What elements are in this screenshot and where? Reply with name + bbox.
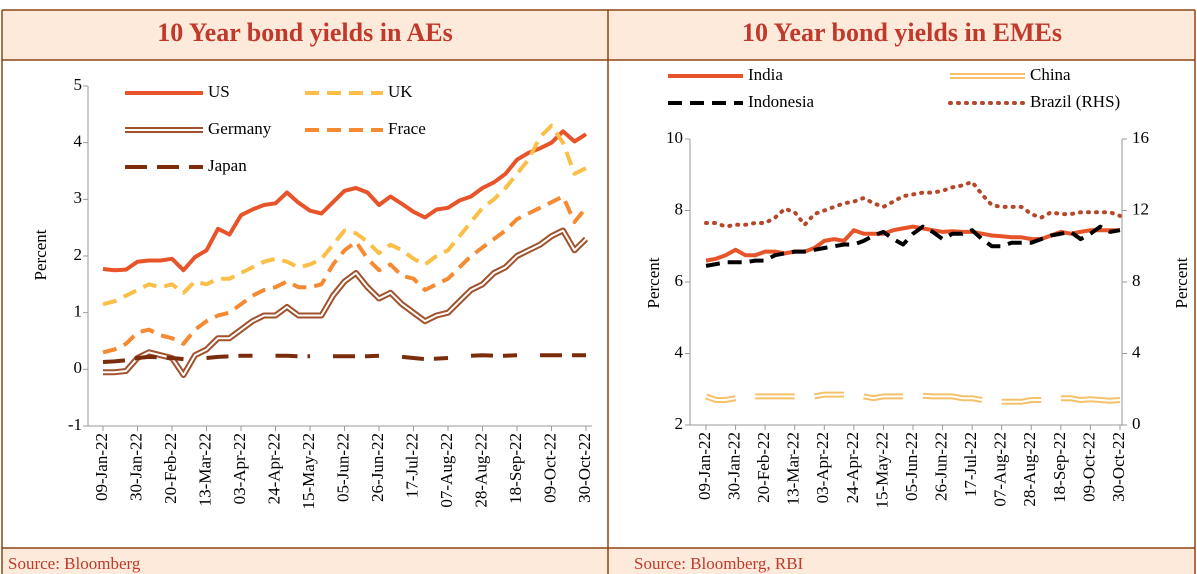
legend-label: Japan — [208, 156, 247, 175]
x-tick-label: 13-Mar-22 — [195, 433, 214, 506]
y-tick-label: 2 — [675, 414, 684, 433]
series-line — [102, 129, 588, 273]
y-tick-label: 5 — [74, 75, 83, 94]
legend-label: India — [748, 65, 783, 84]
y-tick-label: 2 — [74, 245, 83, 264]
header-band — [2, 10, 1195, 60]
legend-label: China — [1030, 65, 1071, 84]
y-tick-label: 10 — [666, 128, 683, 147]
legend-label: Brazil (RHS) — [1030, 92, 1120, 111]
legend-label: US — [208, 82, 230, 101]
y-tick-label: 8 — [675, 199, 684, 218]
x-tick-label: 30-Jan-22 — [126, 433, 145, 501]
x-tick-label: 28-Aug-22 — [471, 433, 490, 508]
y-tick-label: -1 — [68, 415, 82, 434]
y-axis-label: Percent — [31, 229, 50, 280]
y-tick-label: 4 — [74, 132, 83, 151]
x-tick-label: 07-Aug-22 — [991, 432, 1010, 507]
y-tick-label: 3 — [74, 188, 83, 207]
y2-axis-label: Percent — [1172, 257, 1191, 308]
y2-tick-label: 4 — [1132, 342, 1141, 361]
y-tick-label: 4 — [675, 342, 684, 361]
y2-tick-label: 12 — [1132, 199, 1149, 218]
footer-band — [2, 548, 1195, 574]
x-tick-label: 26-Jun-22 — [368, 433, 387, 502]
x-tick-label: 18-Sep-22 — [1050, 432, 1069, 503]
y2-tick-label: 0 — [1132, 414, 1141, 433]
series-line-inner — [103, 229, 587, 376]
x-tick-label: 24-Apr-22 — [264, 433, 283, 504]
x-tick-label: 03-Apr-22 — [813, 432, 832, 503]
x-tick-label: 09-Oct-22 — [540, 433, 559, 503]
x-tick-label: 17-Jul-22 — [961, 432, 980, 497]
chart-title: 10 Year bond yields in AEs — [157, 18, 452, 47]
source: Source: Bloomberg, RBI — [634, 554, 804, 573]
x-tick-label: 03-Apr-22 — [230, 433, 249, 504]
x-tick-label: 05-Jun-22 — [902, 432, 921, 501]
x-tick-label: 20-Feb-22 — [754, 432, 773, 503]
y-axis-label: Percent — [644, 257, 663, 308]
y-tick-label: 6 — [675, 271, 684, 290]
x-tick-label: 30-Oct-22 — [575, 433, 594, 503]
x-tick-label: 28-Aug-22 — [1020, 432, 1039, 507]
legend-label: UK — [388, 82, 413, 101]
x-tick-label: 26-Jun-22 — [931, 432, 950, 501]
x-tick-label: 07-Aug-22 — [437, 433, 456, 508]
legend-label: Germany — [208, 119, 272, 138]
series-line — [102, 353, 586, 364]
legend-label: Indonesia — [748, 92, 815, 111]
series-line — [705, 224, 1121, 268]
y-tick-label: 0 — [74, 358, 83, 377]
x-tick-label: 09-Jan-22 — [92, 433, 111, 501]
y2-tick-label: 16 — [1132, 128, 1149, 147]
x-tick-label: 17-Jul-22 — [402, 433, 421, 498]
x-tick-label: 30-Oct-22 — [1109, 432, 1128, 502]
chart-title: 10 Year bond yields in EMEs — [742, 18, 1062, 47]
x-tick-label: 24-Apr-22 — [843, 432, 862, 503]
source: Source: Bloomberg — [8, 554, 141, 573]
x-tick-label: 09-Oct-22 — [1079, 432, 1098, 502]
x-tick-label: 09-Jan-22 — [695, 432, 714, 500]
x-tick-label: 30-Jan-22 — [724, 432, 743, 500]
series-line — [704, 179, 1122, 229]
series-line-inner — [705, 393, 1121, 403]
y-tick-label: 1 — [74, 302, 83, 321]
x-tick-label: 13-Mar-22 — [784, 432, 803, 505]
x-tick-label: 20-Feb-22 — [161, 433, 180, 504]
series-line — [102, 123, 587, 307]
x-tick-label: 15-May-22 — [299, 433, 318, 509]
x-tick-label: 05-Jun-22 — [333, 433, 352, 502]
y2-tick-label: 8 — [1132, 271, 1141, 290]
series-line — [102, 194, 588, 355]
legend-label: Frace — [388, 119, 426, 138]
x-tick-label: 18-Sep-22 — [506, 433, 525, 504]
x-tick-label: 15-May-22 — [872, 432, 891, 508]
